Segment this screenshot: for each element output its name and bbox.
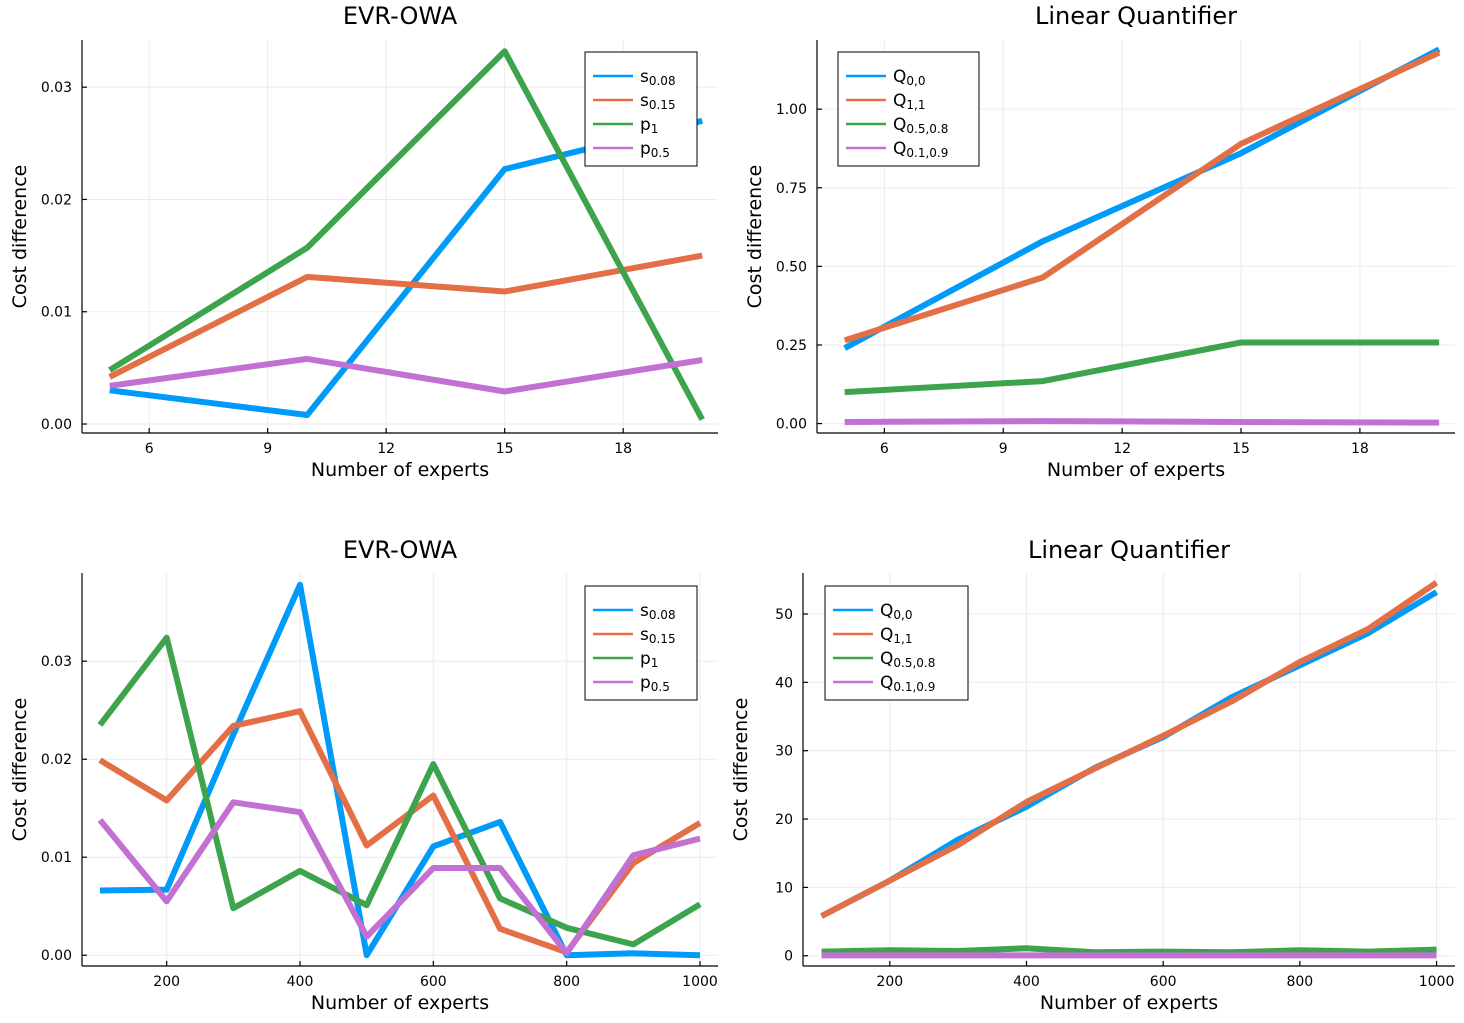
legend-label: p1 xyxy=(640,649,658,670)
series-line-p1 xyxy=(108,48,705,421)
legend-label: s0.15 xyxy=(640,91,676,112)
legend: s0.08 s0.15 p1 p0.5 xyxy=(584,51,698,167)
legend-label: Q0,0 xyxy=(880,601,912,622)
chart-panel-evr-owa-small: 6 9 12 15 18 0.00 0.01 0.02 0.03 EVR-OWA Number of… xyxy=(9,2,718,481)
chart-title: Linear Quantifier xyxy=(1028,536,1230,564)
chart-title: Linear Quantifier xyxy=(1035,2,1237,30)
x-tick-label: 600 xyxy=(1150,974,1177,990)
x-axis-label: Number of experts xyxy=(311,992,489,1014)
legend-label: Q0.1,0.9 xyxy=(880,673,935,694)
y-tick-label: 0.75 xyxy=(776,181,807,197)
chart-panel-linear-quantifier-large: 200 400 600 800 1000 0 10 20 30 40 50 Linear Quanti… xyxy=(730,536,1455,1014)
legend: Q0,0 Q1,1 Q0.5,0.8 Q0.1,0.9 xyxy=(837,51,980,167)
chart-title: EVR-OWA xyxy=(343,536,458,564)
x-tick-label: 600 xyxy=(420,974,447,990)
y-tick-label: 0 xyxy=(784,949,793,965)
legend-label: Q0.1,0.9 xyxy=(893,139,948,160)
legend: Q0,0 Q1,1 Q0.5,0.8 Q0.1,0.9 xyxy=(824,585,969,701)
series-lines xyxy=(108,48,705,421)
legend-label: s0.08 xyxy=(640,601,676,622)
chart-panel-linear-quantifier-small: 6 9 12 15 18 0.00 0.25 0.50 0.75 1.00 Linear Quant… xyxy=(744,2,1455,481)
y-tick-label: 0.25 xyxy=(776,338,807,354)
y-tick-label: 1.00 xyxy=(776,102,807,118)
legend-label: Q0,0 xyxy=(893,67,925,88)
x-tick-label: 6 xyxy=(880,441,889,457)
y-tick-label: 20 xyxy=(775,812,793,828)
y-axis-label: Cost difference xyxy=(730,698,752,842)
y-tick-label: 30 xyxy=(775,744,793,760)
series-line-p05 xyxy=(97,799,701,957)
series-line-p05 xyxy=(109,355,703,395)
x-tick-label: 15 xyxy=(1232,441,1250,457)
y-axis-label: Cost difference xyxy=(744,165,766,309)
x-tick-label: 9 xyxy=(999,441,1008,457)
x-tick-label: 200 xyxy=(153,974,180,990)
y-tick-label: 0.00 xyxy=(41,948,72,964)
series-line-Q0508 xyxy=(844,339,1440,396)
y-axis-label: Cost difference xyxy=(9,165,31,309)
legend-label: Q0.5,0.8 xyxy=(893,115,948,136)
x-tick-label: 12 xyxy=(1113,441,1131,457)
series-lines xyxy=(820,580,1439,959)
series-line-Q0508 xyxy=(821,945,1437,956)
x-tick-label: 1000 xyxy=(1419,974,1455,990)
y-tick-label: 40 xyxy=(775,675,793,691)
x-tick-label: 800 xyxy=(1286,974,1313,990)
y-tick-label: 50 xyxy=(775,607,793,623)
legend-label: Q1,1 xyxy=(880,625,912,646)
x-tick-label: 400 xyxy=(1013,974,1040,990)
x-tick-label: 6 xyxy=(145,441,154,457)
x-axis-label: Number of experts xyxy=(311,459,489,481)
x-axis-label: Number of experts xyxy=(1040,992,1218,1014)
legend-label: p0.5 xyxy=(640,673,670,694)
legend-label: Q0.5,0.8 xyxy=(880,649,935,670)
x-tick-label: 800 xyxy=(553,974,580,990)
x-tick-label: 400 xyxy=(287,974,314,990)
series-lines xyxy=(843,46,1441,426)
y-tick-label: 0.02 xyxy=(41,752,72,768)
y-tick-label: 0.02 xyxy=(41,192,72,208)
y-tick-label: 0.50 xyxy=(776,259,807,275)
legend-label: p0.5 xyxy=(640,139,670,160)
series-line-Q0109 xyxy=(844,418,1440,426)
chart-panel-evr-owa-large: 200 400 600 800 1000 0.00 0.01 0.02 0.03 EVR-OWA N… xyxy=(9,536,718,1014)
series-line-Q11 xyxy=(820,580,1439,919)
x-tick-label: 15 xyxy=(496,441,514,457)
series-line-p1 xyxy=(97,634,702,948)
x-tick-label: 18 xyxy=(614,441,632,457)
y-tick-label: 0.00 xyxy=(41,417,72,433)
x-tick-label: 1000 xyxy=(682,974,718,990)
x-tick-label: 12 xyxy=(377,441,395,457)
series-lines xyxy=(97,581,702,959)
y-tick-label: 0.03 xyxy=(41,654,72,670)
series-line-s015 xyxy=(108,252,703,380)
y-tick-label: 0.01 xyxy=(41,850,72,866)
x-tick-label: 18 xyxy=(1351,441,1369,457)
legend: s0.08 s0.15 p1 p0.5 xyxy=(584,585,698,701)
legend-label: Q1,1 xyxy=(893,91,925,112)
y-tick-label: 0.03 xyxy=(41,80,72,96)
chart-title: EVR-OWA xyxy=(343,2,458,30)
y-tick-label: 0.00 xyxy=(776,417,807,433)
y-tick-label: 0.01 xyxy=(41,305,72,321)
y-axis-label: Cost difference xyxy=(9,698,31,842)
x-tick-label: 9 xyxy=(263,441,272,457)
legend-label: p1 xyxy=(640,115,658,136)
x-tick-label: 200 xyxy=(876,974,903,990)
y-tick-label: 10 xyxy=(775,880,793,896)
series-line-Q11 xyxy=(843,49,1441,344)
x-axis-label: Number of experts xyxy=(1047,459,1225,481)
legend-label: s0.15 xyxy=(640,625,676,646)
legend-label: s0.08 xyxy=(640,67,676,88)
